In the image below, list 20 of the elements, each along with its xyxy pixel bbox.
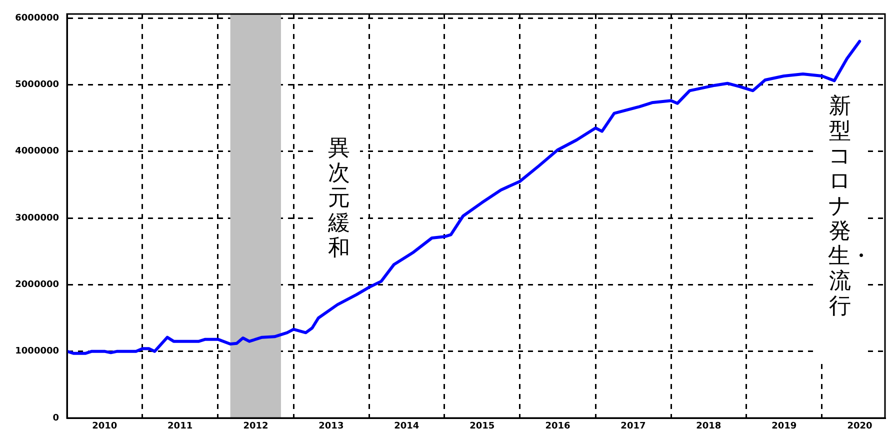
y-tick-label: 1000000 [15, 346, 59, 357]
x-tick-label: 2015 [470, 422, 495, 432]
x-tick-label: 2016 [545, 422, 570, 432]
x-tick-label: 2012 [243, 422, 268, 432]
x-tick-label: 2017 [620, 422, 646, 432]
text: 新型コロナ発生・流行 [828, 94, 872, 319]
x-tick-label: 2018 [696, 422, 722, 432]
x-tick-label: 2010 [92, 422, 118, 432]
annotation: 異次元緩和 [327, 136, 351, 261]
x-tick-label: 2019 [772, 422, 797, 432]
y-tick-label: 2000000 [15, 280, 59, 290]
y-tick-label: 4000000 [15, 146, 59, 157]
x-tick-label: 2013 [318, 422, 344, 432]
y-tick-label: 0 [52, 413, 59, 424]
y-tick-label: 6000000 [15, 13, 59, 24]
x-tick-label: 2020 [847, 422, 872, 432]
x-tick-label: 2014 [394, 422, 420, 432]
y-tick-label: 3000000 [15, 213, 59, 224]
y-tick-label: 5000000 [15, 80, 59, 90]
x-tick-label: 2011 [168, 422, 193, 432]
